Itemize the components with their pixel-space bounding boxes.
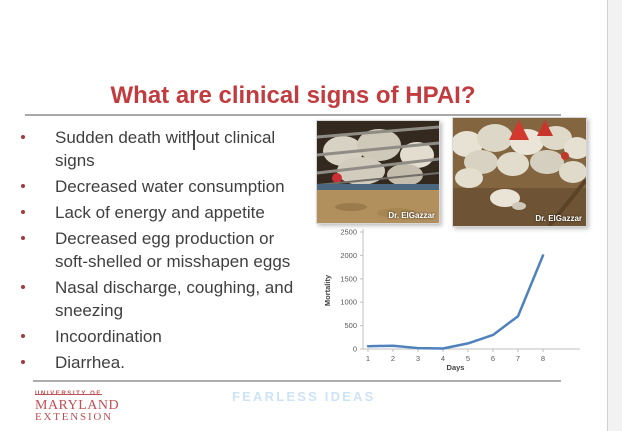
bullet-text: Decreased water consumption xyxy=(55,177,285,196)
svg-text:7: 7 xyxy=(516,354,520,363)
title-divider xyxy=(25,114,561,116)
svg-text:Days: Days xyxy=(447,363,465,372)
bullet-marker xyxy=(21,360,25,364)
caged-hens-photo: Dr. ElGazzar xyxy=(316,120,440,224)
bullet-text: Nasal discharge, coughing, and sneezing xyxy=(55,278,294,320)
bullet-marker xyxy=(21,334,25,338)
svg-text:500: 500 xyxy=(344,321,357,330)
svg-text:4: 4 xyxy=(441,354,445,363)
list-item[interactable]: Sudden death without clinical signs xyxy=(18,126,320,172)
umd-extension-logo: UNIVERSITY OF MARYLAND EXTENSION xyxy=(35,382,119,423)
bullet-text: Decreased egg production or soft-shelled… xyxy=(55,229,291,271)
bullet-text: Sudden death without clinical signs xyxy=(55,128,276,170)
text-cursor xyxy=(193,130,195,150)
svg-text:2: 2 xyxy=(391,354,395,363)
bullet-marker xyxy=(21,184,25,188)
svg-text:5: 5 xyxy=(466,354,470,363)
floor-flock-photo: Dr. ElGazzar xyxy=(452,117,587,227)
logo-university-of: UNIVERSITY OF xyxy=(35,391,102,397)
mortality-chart: 0 500 1000 1500 2000 2500 1 2 3 4 5 6 7 8 Days Mortalit… xyxy=(322,226,590,374)
bullet-marker xyxy=(21,210,25,214)
bullet-marker xyxy=(21,285,25,289)
photo-credit: Dr. ElGazzar xyxy=(535,214,582,223)
bullet-list[interactable]: Sudden death without clinical signs Decre… xyxy=(18,126,320,377)
list-item[interactable]: Nasal discharge, coughing, and sneezing xyxy=(18,276,320,322)
photo-credit: Dr. ElGazzar xyxy=(388,211,435,220)
list-item[interactable]: Decreased egg production or soft-shelled… xyxy=(18,227,320,273)
svg-text:3: 3 xyxy=(416,354,420,363)
mortality-chart-svg: 0 500 1000 1500 2000 2500 1 2 3 4 5 6 7 8 Days Mortalit… xyxy=(323,228,580,372)
svg-text:1: 1 xyxy=(366,354,370,363)
svg-text:2500: 2500 xyxy=(340,228,357,237)
window-right-edge xyxy=(607,0,622,431)
bullet-marker xyxy=(21,135,25,139)
fearless-ideas-tagline: FEARLESS IDEAS xyxy=(232,389,376,404)
svg-text:6: 6 xyxy=(491,354,495,363)
svg-text:8: 8 xyxy=(541,354,545,363)
bullet-text: Lack of energy and appetite xyxy=(55,203,265,222)
list-item[interactable]: Lack of energy and appetite xyxy=(18,201,320,224)
svg-text:0: 0 xyxy=(353,345,357,354)
bullet-text: Incoordination xyxy=(55,327,162,346)
svg-text:2000: 2000 xyxy=(340,251,357,260)
svg-text:1500: 1500 xyxy=(340,274,357,283)
svg-text:1000: 1000 xyxy=(340,298,357,307)
list-item[interactable]: Diarrhea. xyxy=(18,351,320,374)
slide-title: What are clinical signs of HPAI? xyxy=(110,82,476,109)
bullet-marker xyxy=(21,236,25,240)
list-item[interactable]: Incoordination xyxy=(18,325,320,348)
caged-hens-illustration xyxy=(317,121,439,223)
floor-flock-illustration xyxy=(453,118,586,226)
footer-divider xyxy=(33,380,561,382)
svg-text:Mortality: Mortality xyxy=(323,274,332,306)
list-item[interactable]: Decreased water consumption xyxy=(18,175,320,198)
logo-extension: EXTENSION xyxy=(35,411,113,423)
logo-maryland: MARYLAND xyxy=(35,398,120,413)
bullet-text: Diarrhea. xyxy=(55,353,125,372)
